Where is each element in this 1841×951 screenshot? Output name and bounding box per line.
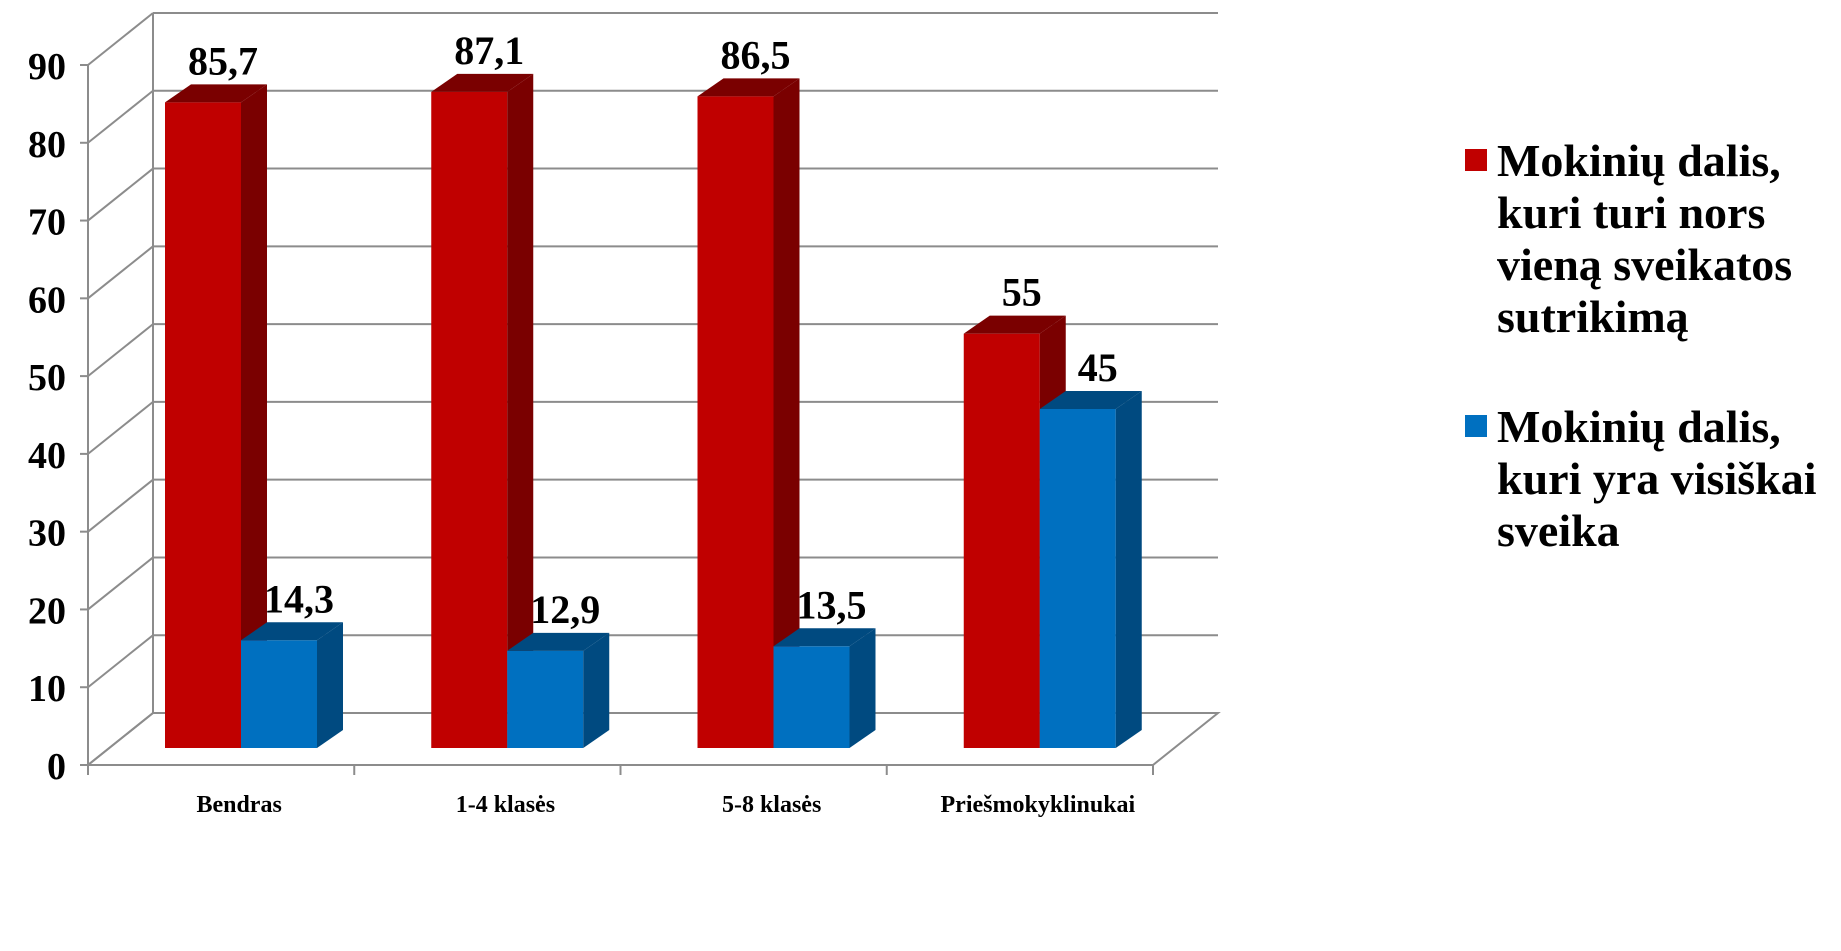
data-label: 45	[1078, 345, 1118, 390]
y-tick-label: 70	[28, 202, 66, 244]
bar-blue-1	[507, 632, 610, 748]
grid-line-diagonal	[87, 245, 154, 300]
legend-swatch-series-1	[1465, 149, 1487, 171]
grid-line-diagonal	[87, 323, 154, 377]
bar-side	[507, 73, 534, 748]
x-tick-label: 1-4 klasės	[456, 792, 555, 818]
bar-side	[583, 632, 610, 748]
bar-side	[241, 84, 267, 749]
bar-front	[241, 640, 317, 748]
grid-line-diagonal	[87, 712, 154, 766]
bar-front	[431, 91, 508, 748]
bar-front	[963, 333, 1040, 748]
grid-line-diagonal	[87, 12, 154, 66]
bar-top	[1039, 391, 1142, 409]
y-tick-label: 40	[28, 435, 66, 477]
legend-item-series-2: Mokinių dalis, kuri yra visiškai sveika	[1465, 401, 1835, 557]
data-label: 85,7	[188, 38, 258, 83]
y-tick-label: 0	[47, 746, 66, 788]
grid-line-diagonal	[87, 401, 154, 455]
y-tick-label: 10	[28, 668, 66, 710]
y-tick-label: 50	[28, 357, 66, 399]
bar-top	[241, 622, 343, 641]
x-tick-label: Bendras	[196, 792, 281, 818]
x-axis: Bendras 1-4 klasės 5-8 klasės Priešmokyklin…	[87, 764, 1154, 818]
bar-front	[773, 646, 850, 748]
grid-line-diagonal	[87, 556, 154, 611]
legend-item-series-1: Mokinių dalis, kuri turi nors vieną svei…	[1465, 135, 1835, 343]
bar-red-2	[697, 78, 800, 748]
data-label: 12,9	[530, 587, 600, 632]
y-tick-label: 60	[28, 279, 66, 321]
grid-line-diagonal	[87, 167, 154, 222]
legend: Mokinių dalis, kuri turi nors vieną svei…	[1465, 135, 1835, 615]
data-label: 87,1	[454, 28, 524, 73]
x-tick-label: 5-8 klasės	[722, 792, 821, 818]
legend-swatch-series-2	[1465, 415, 1487, 437]
y-tick-label: 80	[28, 124, 66, 166]
bar-front	[1039, 409, 1116, 748]
data-label: 14,3	[264, 576, 334, 621]
data-label: 13,5	[797, 582, 867, 627]
bar-front	[507, 650, 584, 748]
data-label: 55	[1002, 270, 1042, 315]
y-tick-label: 30	[28, 513, 66, 555]
y-tick-label: 20	[28, 590, 66, 632]
bar-top	[507, 632, 610, 651]
y-tick-label: 90	[28, 46, 66, 88]
legend-label-series-2: Mokinių dalis, kuri yra visiškai sveika	[1497, 401, 1817, 556]
bars	[165, 73, 1142, 749]
bar-front	[697, 96, 774, 748]
legend-label-series-1: Mokinių dalis, kuri turi nors vieną svei…	[1497, 135, 1793, 342]
x-tick-label: Priešmokyklinukai	[941, 792, 1136, 818]
bar-side	[849, 628, 876, 748]
bar-top	[963, 315, 1066, 334]
bar-top	[431, 73, 534, 92]
bar-top	[697, 78, 800, 97]
bar-side	[317, 622, 343, 748]
bar-front	[165, 102, 241, 749]
bar-blue-3	[1039, 391, 1142, 748]
bar-blue-2	[773, 628, 876, 748]
bar-side	[773, 78, 800, 748]
bar-blue-0	[241, 622, 343, 748]
y-axis: 0 10 20 30 40 50 60 70 80 90	[28, 46, 89, 788]
grid-line-diagonal	[87, 89, 154, 144]
bar-red-0	[165, 84, 267, 749]
data-labels: 85,7 87,1 86,5 55 14,3 12,9 13,5 45	[188, 28, 1118, 632]
bar-side	[1115, 391, 1142, 748]
bar-top	[773, 628, 876, 647]
data-label: 86,5	[721, 32, 791, 77]
grid-line-diagonal	[87, 634, 154, 689]
grid-line-diagonal	[87, 478, 154, 533]
bar-red-1	[431, 73, 534, 748]
bar-top	[165, 84, 267, 103]
